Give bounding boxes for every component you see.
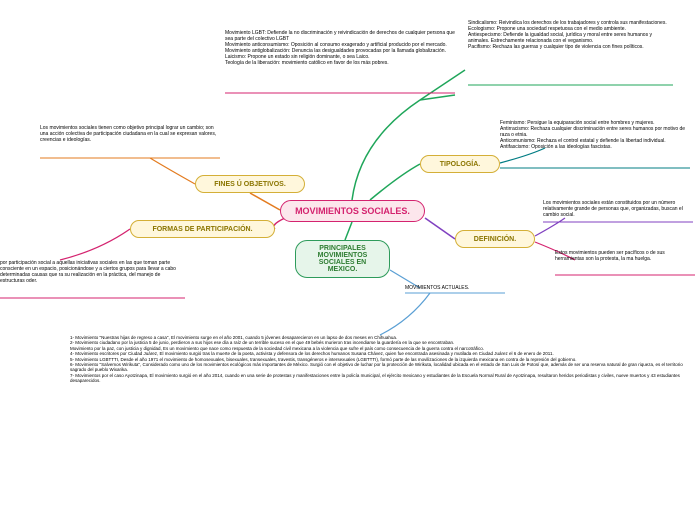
connector (420, 70, 465, 100)
text-bottom: 1- Movimiento "Nuestras hijas de regreso… (70, 335, 690, 384)
text-lgbt: Movimiento LGBT: Defiende la no discrimi… (225, 30, 455, 66)
branch-formas: FORMAS DE PARTICIPACIÓN. (130, 220, 275, 238)
text-def1: Los movimientos sociales están constitui… (543, 200, 693, 218)
connector (425, 218, 455, 239)
connector (370, 164, 420, 200)
branch-principales: PRINCIPALES MOVIMIENTOS SOCIALES EN MEXI… (295, 240, 390, 278)
text-objetivos: Los movimientos sociales tienen como obj… (40, 125, 220, 143)
text-feminismo: Feminismo: Persigue la equiparación soci… (500, 120, 690, 150)
branch-fines: FINES Ú OBJETIVOS. (195, 175, 305, 193)
connector (60, 229, 130, 260)
connector (345, 222, 352, 240)
text-def2: Estos movimientos pueden ser pacíficos o… (555, 250, 695, 262)
connector (535, 218, 565, 236)
center-node: MOVIMIENTOS SOCIALES. (280, 200, 425, 222)
text-sindicalismo: Sindicalismo: Reivindica los derechos de… (468, 20, 673, 50)
text-actuales: MOVIMIENTOS ACTUALES. (405, 285, 505, 291)
connector (150, 158, 195, 184)
text-participacion: por participación social a aquellas inic… (0, 260, 185, 284)
connector (420, 95, 455, 100)
connector (250, 193, 280, 210)
branch-tipologia: TIPOLOGÍA. (420, 155, 500, 173)
connector (380, 293, 430, 335)
branch-definicion: DEFINICIÓN. (455, 230, 535, 248)
connector (500, 148, 545, 163)
connector (352, 100, 420, 200)
